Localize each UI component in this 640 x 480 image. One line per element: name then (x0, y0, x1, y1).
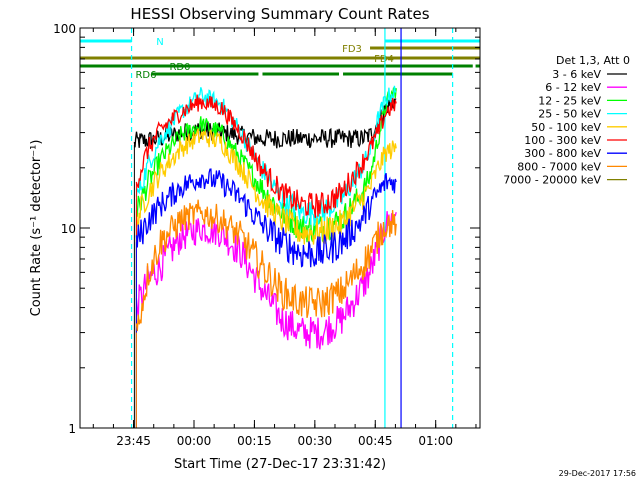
legend-item: 25 - 50 keV (538, 108, 627, 121)
legend-item: 12 - 25 keV (538, 94, 627, 107)
legend-item: 300 - 800 keV (524, 147, 627, 160)
flag-fd3-label: FD3 (342, 44, 362, 55)
flag-rd6-label: RD6 (135, 70, 156, 81)
flag-rd0-label: RD0 (169, 62, 190, 73)
legend-item: 3 - 6 keV (552, 68, 627, 81)
x-tick-label: 00:00 (177, 434, 212, 448)
flag-fd4: FD4 (80, 54, 480, 65)
legend-label: 7000 - 20000 keV (503, 174, 601, 187)
y-tick-label: 10 (61, 222, 76, 236)
y-tick-label: 100 (53, 22, 76, 36)
marker-layer (130, 28, 454, 428)
legend-item: 800 - 7000 keV (517, 160, 627, 173)
legend-item: 6 - 12 keV (545, 81, 627, 94)
series-300-800-kev-line (135, 168, 397, 268)
legend-item: 50 - 100 keV (531, 121, 627, 134)
series-6-12-kev-line (135, 211, 397, 350)
flag-fd4-label: FD4 (374, 54, 394, 65)
y-axis-label: Count Rate (s⁻¹ detector⁻¹) (29, 140, 44, 317)
chart-title: HESSI Observing Summary Count Rates (130, 5, 429, 23)
x-tick-label: 23:45 (116, 434, 151, 448)
legend-label: 12 - 25 keV (538, 94, 601, 107)
footer-timestamp: 29-Dec-2017 17:56 (559, 469, 636, 478)
flag-fd3: FD3 (342, 44, 480, 55)
plot-frame (79, 27, 481, 429)
x-tick-label: 01:00 (418, 434, 453, 448)
flag-n-label: N (156, 37, 163, 48)
legend-label: 25 - 50 keV (538, 108, 601, 121)
legend-label: 100 - 300 keV (524, 134, 601, 147)
flag-rd0: RD0 (80, 62, 480, 73)
legend-label: 800 - 7000 keV (517, 160, 601, 173)
x-tick-label: 00:15 (237, 434, 272, 448)
series-6-12-kev (135, 211, 397, 428)
series-100-300-kev-line (135, 94, 397, 218)
series-800-7000-kev (135, 199, 397, 428)
y-tick-label: 1 (68, 422, 76, 436)
legend-title: Det 1,3, Att 0 (556, 54, 630, 67)
x-axis-label: Start Time (27-Dec-17 23:31:42) (174, 457, 386, 472)
flag-layer: N FD3 FD4 RD0 RD6 (80, 37, 480, 81)
x-tick-label: 00:30 (298, 434, 333, 448)
axis-layer: 23:45 00:00 00:15 00:30 00:45 01:00 1 10 100 (53, 22, 480, 448)
legend-label: 3 - 6 keV (552, 68, 601, 81)
series-50-100-kev-line (135, 128, 397, 246)
legend-label: 6 - 12 keV (545, 81, 601, 94)
x-tick-label: 00:45 (358, 434, 393, 448)
series-layer (133, 85, 397, 428)
legend-item: 7000 - 20000 keV (503, 174, 627, 187)
flag-n: N (80, 37, 480, 48)
flag-rd6: RD6 (135, 70, 453, 81)
series-800-7000-kev-line (135, 199, 397, 332)
legend-label: 300 - 800 keV (524, 147, 601, 160)
legend-item: 100 - 300 keV (524, 134, 627, 147)
legend-label: 50 - 100 keV (531, 121, 601, 134)
